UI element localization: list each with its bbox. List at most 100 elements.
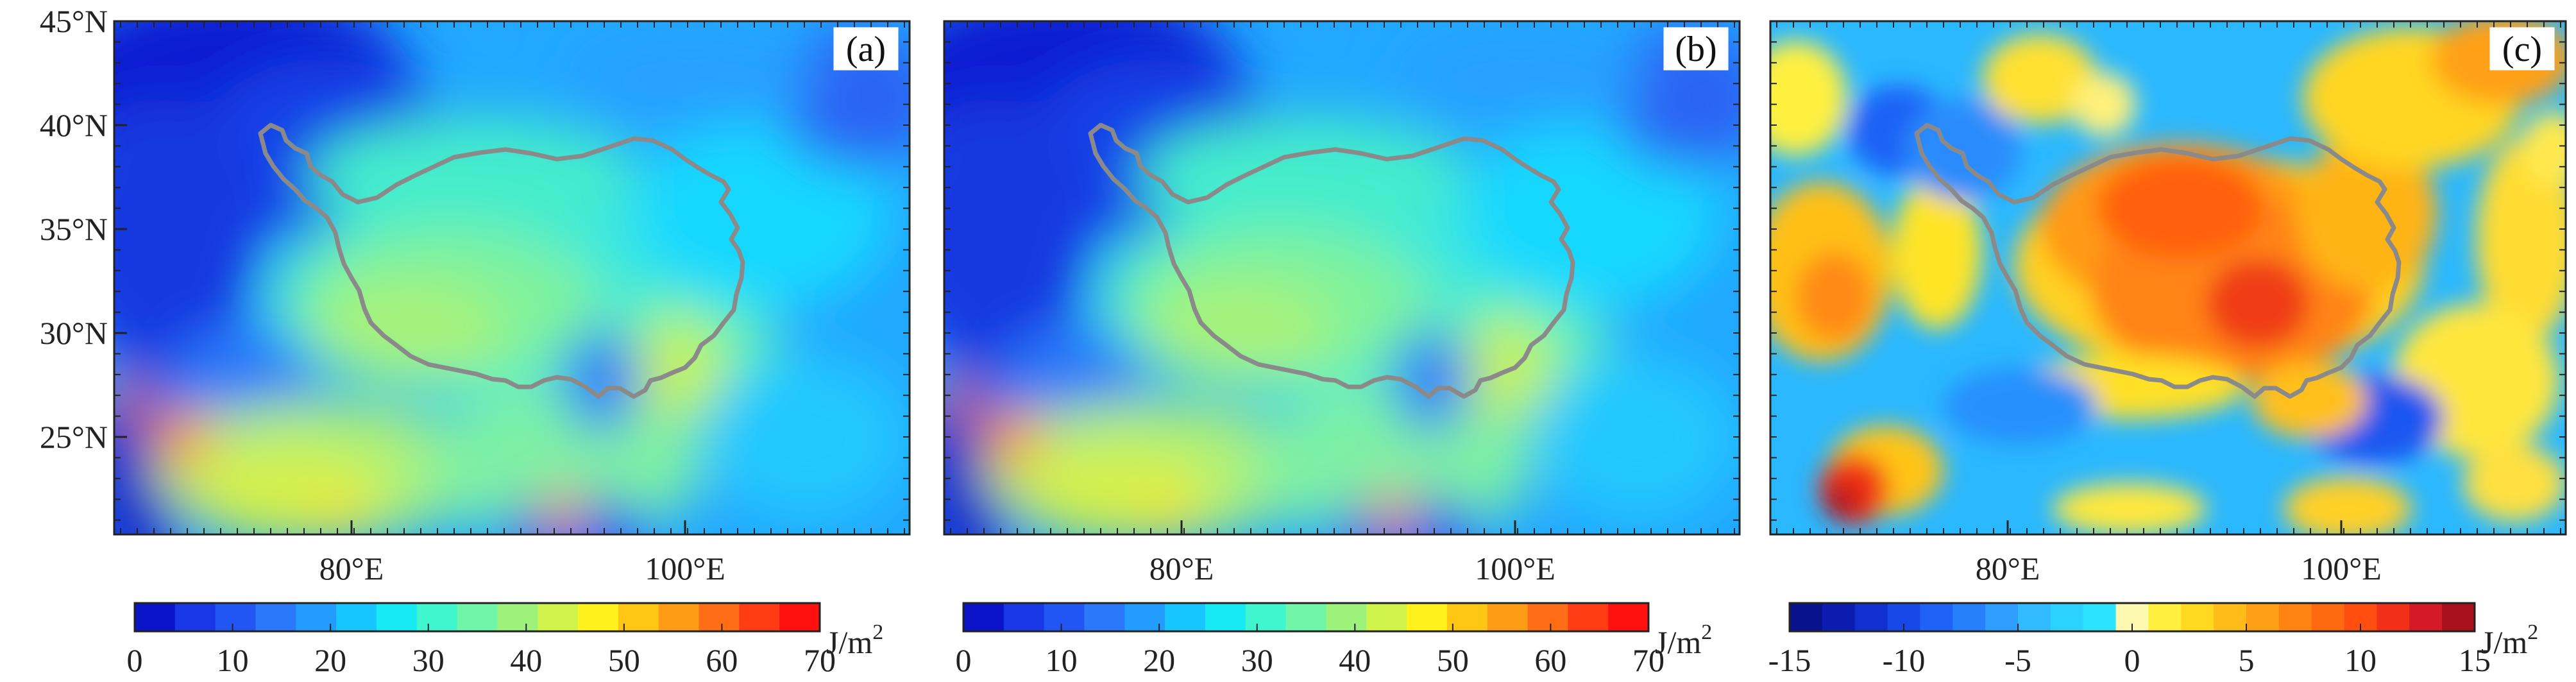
colorbar-swatch: [416, 603, 458, 631]
colorbar-swatch: [1568, 603, 1609, 631]
colorbar-tick-label: 20: [1143, 642, 1175, 678]
colorbar-swatch: [1985, 603, 2019, 631]
colorbar-swatch: [2181, 603, 2214, 631]
colorbar-swatch: [1446, 603, 1488, 631]
contour-field: [1745, 15, 2576, 541]
colorbar-swatch: [135, 603, 176, 631]
colorbar-unit: J/m2: [2481, 620, 2538, 660]
colorbar-frame: [962, 602, 1650, 633]
lon-tick-label: 80°E: [1976, 550, 2040, 586]
colorbar-tick-label: 0: [956, 642, 972, 678]
colorbar-tick-label: 5: [2239, 642, 2255, 678]
colorbar-swatch: [1920, 603, 1953, 631]
colorbar-tick-label: 50: [1437, 642, 1469, 678]
colorbar-swatch: [699, 603, 740, 631]
lon-tick-label: 80°E: [319, 550, 384, 586]
colorbar-swatch: [2442, 603, 2475, 631]
colorbar-swatch: [1165, 603, 1206, 631]
colorbar-swatch: [255, 603, 296, 631]
colorbar-tick-label: 40: [1339, 642, 1371, 678]
colorbar-swatch: [1366, 603, 1407, 631]
colorbar-swatch: [1953, 603, 1986, 631]
colorbar-swatch: [2148, 603, 2182, 631]
panel-label: (c): [2502, 30, 2542, 69]
colorbar-swatch: [1084, 603, 1125, 631]
colorbar-tick-label: 15: [2459, 642, 2491, 678]
colorbar-swatch: [1487, 603, 1529, 631]
colorbar-swatch: [1326, 603, 1367, 631]
colorbar-tick-label: 30: [1241, 642, 1273, 678]
colorbar-swatch: [2278, 603, 2312, 631]
panel-label-box: [2489, 27, 2555, 71]
map-panel-b: 80°E 100°E (b): [880, 0, 1772, 586]
colorbar-c: -15 -10 -5 0 5 10 15J/m2: [1768, 602, 2538, 678]
colorbar-swatch: [174, 603, 216, 631]
lon-tick-label: 100°E: [2301, 550, 2382, 586]
colorbars: 0 10 20 30 40 50 60 70J/m20 10 20 30 40 50 60 70J/m2-1…: [127, 602, 2538, 678]
colorbar-swatch: [2311, 603, 2345, 631]
colorbar-tick-label: -15: [1768, 642, 1811, 678]
colorbar-swatch: [1044, 603, 1085, 631]
panel-label-box: [833, 27, 899, 71]
colorbar-swatch: [963, 603, 1004, 631]
lat-tick-label: 25°N: [40, 419, 108, 455]
contour-field: [880, 0, 1772, 573]
colorbar-swatch: [1205, 603, 1246, 631]
colorbar-swatch: [2246, 603, 2280, 631]
colorbar-unit: J/m2: [826, 620, 883, 660]
map-frame: [943, 20, 1741, 536]
colorbar-tick-label: 0: [127, 642, 143, 678]
panel-label: (b): [1675, 30, 1716, 69]
colorbar-swatch: [2083, 603, 2117, 631]
colorbar-swatch: [497, 603, 538, 631]
colorbar-tick-label: 10: [2344, 642, 2377, 678]
colorbar-swatch: [779, 603, 820, 631]
colorbar-tick-label: 0: [2124, 642, 2140, 678]
colorbar-tick-label: 40: [510, 642, 542, 678]
colorbar-swatch: [1407, 603, 1448, 631]
colorbar-swatch: [1285, 603, 1327, 631]
lat-tick-label: 45°N: [40, 3, 108, 39]
colorbar-swatch: [618, 603, 659, 631]
colorbar-swatch: [538, 603, 579, 631]
colorbar-tick-label: -5: [2004, 642, 2031, 678]
colorbar-unit: J/m2: [1655, 620, 1712, 660]
colorbar-swatch: [1822, 603, 1856, 631]
colorbar-swatch: [1527, 603, 1568, 631]
lat-tick-label: 35°N: [40, 211, 108, 247]
map-frame: [113, 20, 911, 536]
colorbar-swatch: [2214, 603, 2247, 631]
colorbar-swatch: [457, 603, 498, 631]
colorbar-tick-label: 60: [706, 642, 738, 678]
lon-tick-label: 100°E: [645, 550, 725, 586]
colorbar-frame: [133, 602, 821, 633]
colorbar-swatch: [2409, 603, 2443, 631]
lon-tick-label: 100°E: [1475, 550, 1555, 586]
colorbar-swatch: [1245, 603, 1287, 631]
map-panels: 80°E 100°E 45°N 40°N 35°N 30°N 25°N (a) 80°E 100°…: [40, 0, 2576, 586]
colorbar-tick-label: -10: [1883, 642, 1926, 678]
map-panel-a: 80°E 100°E 45°N 40°N 35°N 30°N 25°N (a): [40, 0, 942, 586]
colorbar-swatch: [1003, 603, 1045, 631]
colorbar-swatch: [336, 603, 377, 631]
colorbar-tick-label: 10: [1046, 642, 1078, 678]
colorbar-swatch: [2018, 603, 2051, 631]
colorbar-swatch: [2377, 603, 2410, 631]
colorbar-tick-label: 50: [608, 642, 640, 678]
colorbar-tick-label: 20: [314, 642, 346, 678]
colorbar-swatch: [1608, 603, 1649, 631]
colorbar-swatch: [739, 603, 780, 631]
colorbar-swatch: [2050, 603, 2084, 631]
contour-field: [50, 0, 942, 573]
colorbar-swatch: [376, 603, 418, 631]
colorbar-tick-label: 70: [1632, 642, 1665, 678]
colorbar-swatch: [1790, 603, 1823, 631]
panel-label-box: [1663, 27, 1729, 71]
map-frame: [1769, 20, 2567, 536]
colorbar-tick-label: 70: [804, 642, 836, 678]
colorbar-b: 0 10 20 30 40 50 60 70J/m2: [956, 602, 1712, 678]
lon-tick-label: 80°E: [1149, 550, 1214, 586]
colorbar-swatch: [578, 603, 619, 631]
lat-tick-label: 30°N: [40, 315, 108, 351]
